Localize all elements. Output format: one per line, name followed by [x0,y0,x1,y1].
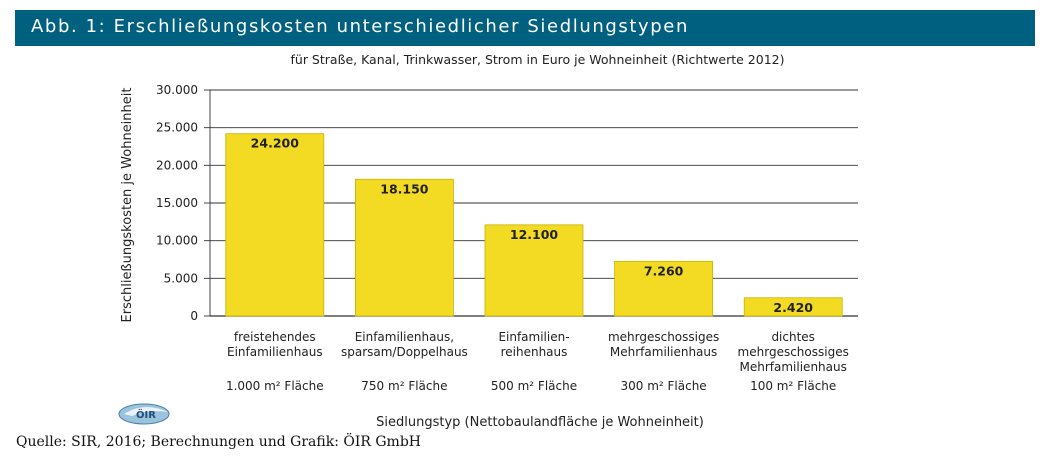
figure-title: Abb. 1: Erschließungskosten unterschiedl… [31,16,689,37]
y-tick-label: 30.000 [156,83,198,97]
header-bar: Abb. 1: Erschließungskosten unterschiedl… [15,10,1035,46]
x-area-label: 750 m² Fläche [361,379,447,393]
x-category-label: sparsam/Doppelhaus [341,345,468,359]
x-category-label: Mehrfamilienhaus [740,360,847,374]
bar [225,133,325,317]
x-area-label: 1.000 m² Fläche [226,379,324,393]
x-area-label: 500 m² Fläche [491,379,577,393]
oir-logo-icon: ÖIR [118,403,170,425]
bar [354,178,454,317]
x-category-label: Einfamilien- [498,330,569,344]
x-axis-title: Siedlungstyp (Nettobaulandfläche je Wohn… [376,415,704,430]
x-area-label: 300 m² Fläche [620,379,706,393]
y-tick-label: 25.000 [156,121,198,135]
y-tick-label: 5.000 [164,271,198,285]
x-category-label: reihenhaus [501,345,568,359]
y-axis-title: Erschließungskosten je Wohneinheit [120,88,135,323]
svg-text:ÖIR: ÖIR [136,407,156,421]
y-tick-label: 15.000 [156,196,198,210]
bar-value-label: 18.150 [380,181,429,196]
bar-value-label: 24.200 [251,136,300,151]
bar [743,297,843,317]
x-category-label: Einfamilienhaus, [355,330,454,344]
bar-value-label: 7.260 [644,263,684,278]
x-category-label: mehrgeschossiges [608,330,719,344]
source-note: Quelle: SIR, 2016; Berechnungen und Graf… [16,434,422,450]
chart-subtitle: für Straße, Kanal, Trinkwasser, Strom in… [290,52,785,67]
bar [484,224,584,317]
x-area-label: 100 m² Fläche [750,379,836,393]
x-category-label: dichtes [771,330,815,344]
y-tick-label: 0 [190,309,198,323]
bar [614,260,713,317]
bar-value-label: 12.100 [510,227,559,242]
x-category-label: Mehrfamilienhaus [610,345,717,359]
y-tick-label: 20.000 [156,158,198,172]
y-tick-label: 10.000 [156,234,198,248]
x-category-label: mehrgeschossiges [738,345,849,359]
x-category-label: freistehendes [234,330,316,344]
x-category-label: Einfamilienhaus [227,345,323,359]
bar-value-label: 2.420 [773,300,813,315]
